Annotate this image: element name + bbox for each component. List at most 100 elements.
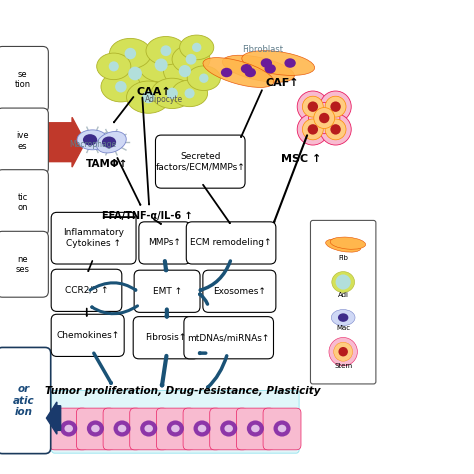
Ellipse shape: [326, 239, 361, 252]
FancyBboxPatch shape: [139, 222, 191, 264]
Text: mtDNAs/miRNAs↑: mtDNAs/miRNAs↑: [188, 333, 270, 342]
Ellipse shape: [110, 55, 160, 91]
Circle shape: [336, 274, 351, 290]
Circle shape: [330, 101, 341, 112]
Ellipse shape: [187, 66, 220, 91]
Text: ive
es: ive es: [16, 131, 29, 151]
Circle shape: [297, 114, 328, 145]
Circle shape: [192, 43, 201, 52]
Ellipse shape: [102, 137, 116, 148]
Text: Adipocyte: Adipocyte: [145, 95, 182, 104]
Text: Adi: Adi: [337, 292, 349, 298]
Text: Tumor proliferation, Drug-resistance, Plasticity: Tumor proliferation, Drug-resistance, Pl…: [45, 386, 320, 396]
Ellipse shape: [193, 420, 210, 437]
Ellipse shape: [87, 420, 104, 437]
FancyBboxPatch shape: [103, 408, 141, 450]
Ellipse shape: [60, 420, 77, 437]
FancyBboxPatch shape: [130, 408, 168, 450]
FancyBboxPatch shape: [51, 269, 122, 311]
Ellipse shape: [222, 55, 294, 82]
Ellipse shape: [118, 425, 126, 432]
Circle shape: [314, 108, 335, 128]
Circle shape: [338, 347, 348, 356]
FancyBboxPatch shape: [0, 108, 48, 174]
Text: MSC ↑: MSC ↑: [281, 154, 321, 164]
Ellipse shape: [338, 313, 348, 322]
Ellipse shape: [330, 237, 365, 249]
Ellipse shape: [247, 420, 264, 437]
FancyBboxPatch shape: [0, 46, 48, 112]
FancyBboxPatch shape: [0, 170, 48, 236]
Ellipse shape: [198, 425, 206, 432]
Circle shape: [128, 67, 142, 80]
Circle shape: [330, 124, 341, 135]
Circle shape: [320, 114, 351, 145]
Text: CCR2/5 ↑: CCR2/5 ↑: [65, 286, 108, 295]
Circle shape: [334, 342, 353, 361]
Text: Inflammatory
Cytokines ↑: Inflammatory Cytokines ↑: [63, 228, 124, 248]
Text: ne
ses: ne ses: [16, 255, 29, 274]
Circle shape: [297, 91, 328, 122]
FancyBboxPatch shape: [76, 408, 114, 450]
Text: MMPs↑: MMPs↑: [148, 238, 181, 247]
Ellipse shape: [278, 425, 286, 432]
Text: ECM remodeling↑: ECM remodeling↑: [191, 238, 272, 247]
Ellipse shape: [77, 130, 108, 150]
Text: EMT ↑: EMT ↑: [153, 287, 182, 296]
FancyBboxPatch shape: [203, 270, 276, 312]
Circle shape: [325, 96, 346, 117]
FancyBboxPatch shape: [50, 408, 88, 450]
Text: se
tion: se tion: [14, 70, 31, 89]
Text: Secreted
factors/ECM/MMPs↑: Secreted factors/ECM/MMPs↑: [155, 152, 245, 171]
Ellipse shape: [101, 72, 141, 102]
Circle shape: [329, 337, 357, 366]
Circle shape: [142, 91, 155, 103]
FancyArrow shape: [45, 118, 85, 167]
Ellipse shape: [245, 68, 256, 77]
Ellipse shape: [97, 53, 131, 80]
Text: Fibroblast: Fibroblast: [243, 46, 283, 54]
FancyBboxPatch shape: [183, 408, 221, 450]
Circle shape: [308, 124, 318, 135]
FancyBboxPatch shape: [133, 317, 199, 359]
Ellipse shape: [164, 55, 206, 87]
Text: tic
on: tic on: [17, 193, 28, 212]
Ellipse shape: [140, 420, 157, 437]
Ellipse shape: [242, 51, 315, 75]
Ellipse shape: [91, 425, 100, 432]
FancyBboxPatch shape: [186, 222, 276, 264]
Ellipse shape: [138, 48, 184, 82]
Circle shape: [125, 48, 136, 59]
FancyBboxPatch shape: [210, 408, 247, 450]
Ellipse shape: [97, 131, 126, 153]
Ellipse shape: [83, 134, 97, 146]
Ellipse shape: [220, 420, 237, 437]
FancyBboxPatch shape: [263, 408, 301, 450]
Text: Chemokines↑: Chemokines↑: [56, 331, 119, 340]
FancyArrow shape: [46, 402, 61, 434]
Ellipse shape: [331, 310, 355, 326]
Ellipse shape: [221, 68, 232, 77]
Circle shape: [184, 88, 195, 99]
Ellipse shape: [171, 425, 180, 432]
Circle shape: [320, 91, 351, 122]
Ellipse shape: [172, 45, 210, 73]
Ellipse shape: [284, 58, 296, 68]
Circle shape: [109, 61, 119, 72]
Text: FFA/TNF-α/IL-6 ↑: FFA/TNF-α/IL-6 ↑: [101, 210, 192, 221]
FancyBboxPatch shape: [51, 212, 136, 264]
Ellipse shape: [251, 425, 260, 432]
Ellipse shape: [167, 420, 184, 437]
FancyBboxPatch shape: [155, 135, 245, 188]
Circle shape: [186, 54, 196, 64]
Ellipse shape: [172, 80, 208, 107]
Text: or
atic
ion: or atic ion: [13, 384, 35, 417]
Text: Stem: Stem: [334, 363, 352, 369]
Ellipse shape: [151, 78, 193, 109]
Ellipse shape: [113, 420, 130, 437]
FancyBboxPatch shape: [310, 220, 376, 384]
Text: Mac: Mac: [336, 325, 350, 331]
FancyBboxPatch shape: [237, 408, 274, 450]
Text: CAF↑: CAF↑: [265, 78, 299, 88]
Circle shape: [166, 88, 178, 99]
